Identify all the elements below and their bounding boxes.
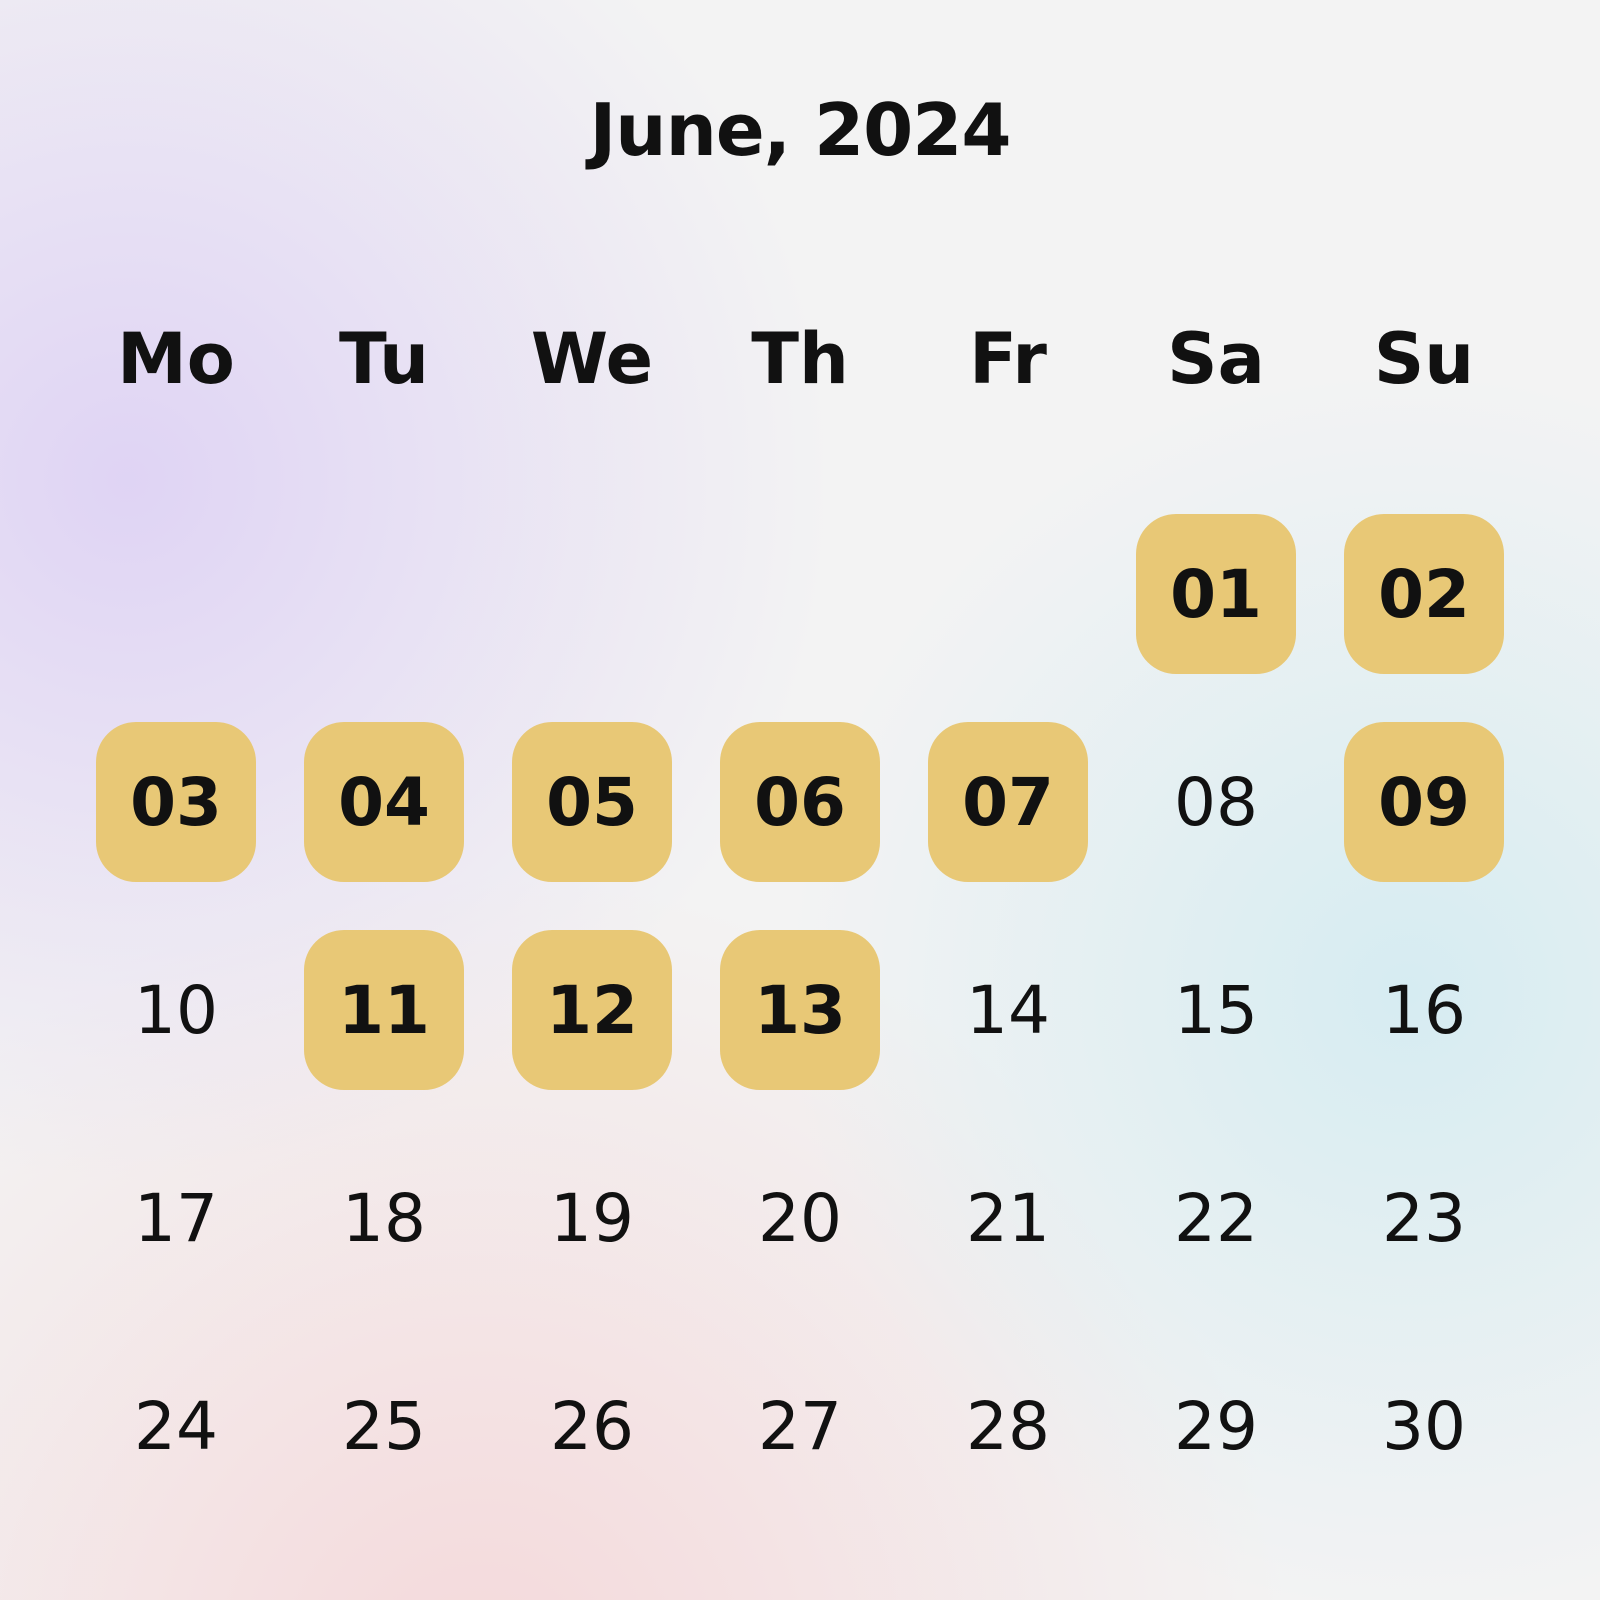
day-button[interactable]: 21 — [966, 1179, 1050, 1257]
day-cell: 05 — [488, 698, 696, 906]
day-cell: 11 — [280, 906, 488, 1114]
day-button-highlighted[interactable]: 11 — [304, 930, 464, 1090]
empty-day-cell — [280, 490, 488, 698]
day-cell: 24 — [72, 1322, 280, 1530]
day-button[interactable]: 30 — [1382, 1387, 1466, 1465]
day-cell: 03 — [72, 698, 280, 906]
day-button[interactable]: 25 — [342, 1387, 426, 1465]
day-cell: 07 — [904, 698, 1112, 906]
weekday-label-tu: Tu — [339, 318, 429, 400]
day-button[interactable]: 28 — [966, 1387, 1050, 1465]
day-button[interactable]: 20 — [758, 1179, 842, 1257]
month-title: June, 2024 — [589, 88, 1012, 172]
day-cell: 29 — [1112, 1322, 1320, 1530]
weekday-label-we: We — [530, 318, 654, 400]
empty-day-cell — [904, 490, 1112, 698]
empty-day-cell — [488, 490, 696, 698]
day-button[interactable]: 17 — [134, 1179, 218, 1257]
day-button[interactable]: 27 — [758, 1387, 842, 1465]
day-cell: 14 — [904, 906, 1112, 1114]
empty-day-cell — [72, 490, 280, 698]
weekday-label-fr: Fr — [969, 318, 1047, 400]
day-cell: 15 — [1112, 906, 1320, 1114]
weekday-label-su: Su — [1373, 318, 1475, 400]
day-cell: 12 — [488, 906, 696, 1114]
day-button-highlighted[interactable]: 13 — [720, 930, 880, 1090]
day-button-highlighted[interactable]: 04 — [304, 722, 464, 882]
day-cell: 08 — [1112, 698, 1320, 906]
day-cell: 16 — [1320, 906, 1528, 1114]
day-grid: 01 02 03 04 05 06 07 08 09 10 11 12 13 14 15 16 17 18 19 20… — [72, 490, 1528, 1530]
weekday-label-th: Th — [751, 318, 849, 400]
day-button[interactable]: 19 — [550, 1179, 634, 1257]
day-cell: 25 — [280, 1322, 488, 1530]
day-button[interactable]: 23 — [1382, 1179, 1466, 1257]
weekday-label-sa: Sa — [1167, 318, 1265, 400]
day-button[interactable]: 29 — [1174, 1387, 1258, 1465]
day-cell: 27 — [696, 1322, 904, 1530]
day-button[interactable]: 18 — [342, 1179, 426, 1257]
day-cell: 10 — [72, 906, 280, 1114]
day-button[interactable]: 22 — [1174, 1179, 1258, 1257]
day-button[interactable]: 15 — [1174, 971, 1258, 1049]
day-cell: 23 — [1320, 1114, 1528, 1322]
day-cell: 20 — [696, 1114, 904, 1322]
day-cell: 30 — [1320, 1322, 1528, 1530]
day-button[interactable]: 08 — [1174, 763, 1258, 841]
day-cell: 28 — [904, 1322, 1112, 1530]
day-cell: 09 — [1320, 698, 1528, 906]
day-cell: 22 — [1112, 1114, 1320, 1322]
day-cell: 01 — [1112, 490, 1320, 698]
day-button-highlighted[interactable]: 03 — [96, 722, 256, 882]
day-cell: 13 — [696, 906, 904, 1114]
day-button-highlighted[interactable]: 01 — [1136, 514, 1296, 674]
day-cell: 26 — [488, 1322, 696, 1530]
day-cell: 18 — [280, 1114, 488, 1322]
day-button[interactable]: 10 — [134, 971, 218, 1049]
day-cell: 19 — [488, 1114, 696, 1322]
day-cell: 04 — [280, 698, 488, 906]
day-cell: 06 — [696, 698, 904, 906]
weekday-header-row: Mo Tu We Th Fr Sa Su — [72, 318, 1528, 400]
day-cell: 21 — [904, 1114, 1112, 1322]
day-button-highlighted[interactable]: 07 — [928, 722, 1088, 882]
day-button[interactable]: 26 — [550, 1387, 634, 1465]
day-cell: 17 — [72, 1114, 280, 1322]
day-button-highlighted[interactable]: 12 — [512, 930, 672, 1090]
empty-day-cell — [696, 490, 904, 698]
day-button-highlighted[interactable]: 09 — [1344, 722, 1504, 882]
day-cell: 02 — [1320, 490, 1528, 698]
day-button[interactable]: 14 — [966, 971, 1050, 1049]
weekday-label-mo: Mo — [117, 318, 235, 400]
day-button-highlighted[interactable]: 05 — [512, 722, 672, 882]
day-button-highlighted[interactable]: 06 — [720, 722, 880, 882]
day-button[interactable]: 16 — [1382, 971, 1466, 1049]
day-button[interactable]: 24 — [134, 1387, 218, 1465]
day-button-highlighted[interactable]: 02 — [1344, 514, 1504, 674]
